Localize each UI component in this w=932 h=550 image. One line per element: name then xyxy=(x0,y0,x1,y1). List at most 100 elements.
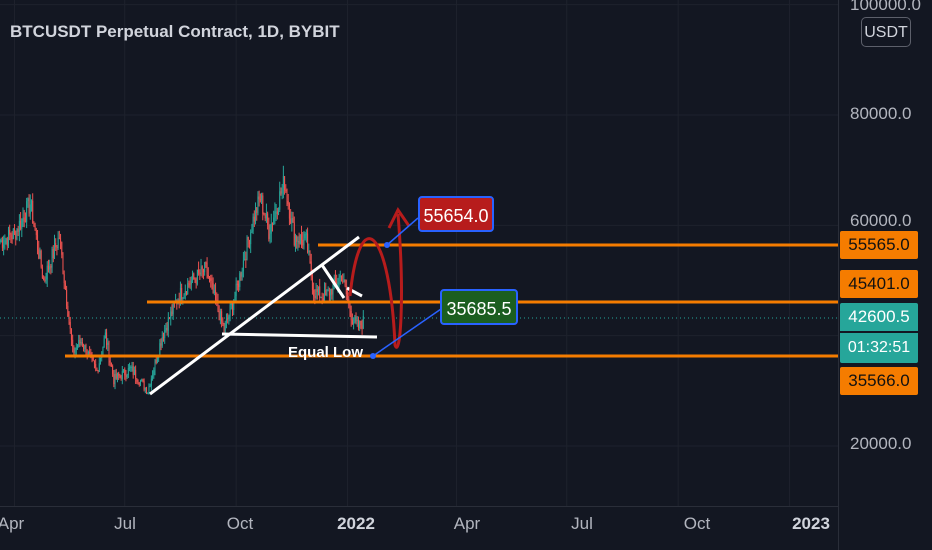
candle-body xyxy=(361,325,363,329)
connector-dot-high[interactable] xyxy=(384,242,390,248)
candle-body xyxy=(98,363,100,372)
time-tick: Oct xyxy=(226,514,254,533)
candle-body xyxy=(58,237,60,239)
candle-body xyxy=(271,223,273,225)
candle-body xyxy=(264,215,266,219)
candle-body xyxy=(37,235,39,250)
flag-line-a[interactable] xyxy=(320,264,346,299)
candle-body xyxy=(159,343,161,356)
candle-body xyxy=(16,228,18,240)
candle-body xyxy=(14,228,16,231)
candle-body xyxy=(21,218,23,229)
candle-body xyxy=(51,249,53,268)
candle-body xyxy=(68,316,70,322)
candle-body xyxy=(103,338,105,348)
candle-body xyxy=(62,254,64,275)
candle-body xyxy=(116,373,118,379)
price-label-current[interactable]: 42600.5 xyxy=(840,303,918,331)
candle-body xyxy=(87,351,89,356)
candle-body xyxy=(184,291,186,295)
candle-body xyxy=(83,346,85,350)
candle-body xyxy=(339,275,341,278)
currency-unit-button[interactable]: USDT xyxy=(861,17,911,47)
candle-body xyxy=(73,346,75,353)
price-axis-separator xyxy=(838,0,839,550)
candle-body xyxy=(107,342,109,345)
candle-body xyxy=(53,242,55,259)
horizontal-levels[interactable] xyxy=(0,243,838,358)
candle-body xyxy=(313,290,315,297)
candle-body xyxy=(144,387,146,390)
grid-lines xyxy=(0,0,838,506)
candle-body xyxy=(17,228,19,232)
candle-body xyxy=(304,234,306,239)
candle-body xyxy=(47,265,49,270)
candle-body xyxy=(92,357,94,361)
projection-curve[interactable] xyxy=(348,213,403,349)
candle-body xyxy=(228,315,230,319)
candle-body xyxy=(170,311,172,319)
candle-body xyxy=(79,340,81,344)
candle-body xyxy=(241,271,243,277)
candle-body xyxy=(33,223,35,226)
price-tick: 60000.0 xyxy=(850,211,912,230)
candle-body xyxy=(137,381,139,383)
candle-body xyxy=(324,289,326,302)
candle-body xyxy=(334,277,336,282)
candle-body xyxy=(282,176,284,188)
candle-body xyxy=(74,349,76,353)
candle-body xyxy=(284,176,286,191)
candle-body xyxy=(10,234,12,238)
candle-body xyxy=(142,379,144,381)
candle-body xyxy=(350,311,352,321)
candle-body xyxy=(20,220,22,229)
candle-body xyxy=(281,187,283,194)
price-label-mid-level[interactable]: 45401.0 xyxy=(840,270,918,298)
candle-body xyxy=(288,204,290,219)
connector-dot-low[interactable] xyxy=(370,353,376,359)
candle-body xyxy=(89,351,91,354)
candle-body xyxy=(133,369,135,375)
target-callout-high[interactable]: 55654.0 xyxy=(418,196,494,232)
candle-body xyxy=(297,240,299,242)
candle-body xyxy=(85,345,87,356)
candle-body xyxy=(179,287,181,303)
candle-body xyxy=(303,238,305,246)
candle-body xyxy=(181,287,183,300)
candle-body xyxy=(209,277,210,279)
drawings[interactable] xyxy=(149,207,442,396)
candle-body xyxy=(248,240,250,245)
candle-body xyxy=(213,290,215,294)
candle-body xyxy=(0,240,2,243)
candle-body xyxy=(46,265,48,280)
candle-body xyxy=(167,317,169,331)
price-label-upper-level[interactable]: 55565.0 xyxy=(840,231,918,259)
target-callout-low[interactable]: 35685.5 xyxy=(440,289,518,325)
candle-body xyxy=(261,195,263,201)
time-tick: Apr xyxy=(0,514,25,533)
candle-body xyxy=(9,229,11,235)
candle-body xyxy=(319,286,321,298)
candle-body xyxy=(67,305,69,317)
candle-body xyxy=(61,242,63,255)
candle-body xyxy=(147,393,149,395)
candle-body xyxy=(234,295,236,302)
candle-body xyxy=(224,322,226,332)
candle-body xyxy=(232,303,234,310)
candle-body xyxy=(6,238,8,246)
candle-body xyxy=(189,284,191,286)
trend-line-lower[interactable] xyxy=(149,235,360,396)
candle-body xyxy=(11,237,13,240)
candle-body xyxy=(146,387,148,394)
candle-body xyxy=(247,236,249,241)
equal-low-line[interactable] xyxy=(221,332,378,339)
candle-body xyxy=(200,266,202,275)
price-label-lower-level[interactable]: 35566.0 xyxy=(840,367,918,395)
candle-body xyxy=(294,236,296,246)
candle-body xyxy=(131,366,133,368)
candle-body xyxy=(154,359,156,371)
candle-body xyxy=(236,283,238,285)
candle-body xyxy=(115,373,117,379)
candle-body xyxy=(349,302,351,312)
